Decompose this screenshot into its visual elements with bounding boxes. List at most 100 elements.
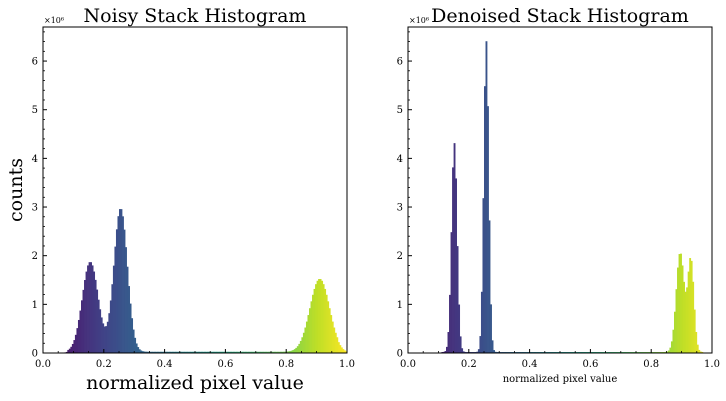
histogram-bar [210, 351, 213, 353]
histogram-bar [334, 332, 337, 353]
histogram-bar [295, 347, 298, 353]
histogram-bar [476, 351, 479, 353]
histogram-bar [160, 351, 162, 353]
histogram-bar [84, 280, 86, 353]
histogram-bar [81, 300, 83, 353]
y-tick-label: 1 [397, 300, 403, 311]
histogram-bar [167, 351, 170, 353]
histogram-bar [255, 351, 258, 353]
x-tick-label: 0.2 [96, 359, 112, 370]
noisy-histogram-panel: Noisy Stack Histogram ×10⁶ normalized pi… [5, 5, 355, 394]
x-tick-label: 1.0 [339, 359, 355, 370]
histogram-bar [672, 329, 675, 353]
histogram-bar [249, 351, 252, 353]
histogram-bar [693, 309, 696, 353]
histogram-bar [236, 351, 238, 353]
histogram-bar [226, 351, 229, 353]
histogram-bar [330, 315, 333, 353]
histogram-bar [321, 280, 324, 353]
histogram-bar [266, 351, 269, 353]
histogram-bar [692, 281, 695, 353]
histogram-bar [178, 351, 181, 353]
histogram-bar [195, 351, 197, 353]
histogram-bar [263, 351, 266, 353]
histogram-bar [204, 351, 206, 353]
histogram-bar [340, 347, 343, 353]
histogram-bar [144, 351, 147, 353]
histogram-bar [257, 351, 260, 353]
y-tick-label: 1 [32, 300, 38, 311]
histogram-bar [301, 337, 304, 353]
histogram-bar [286, 351, 289, 353]
histogram-bar [108, 313, 111, 353]
histogram-bar [223, 351, 226, 353]
histogram-bar [696, 344, 699, 353]
histogram-bar [690, 260, 693, 353]
histogram-bar [103, 326, 106, 353]
histogram-bar [129, 303, 132, 353]
histogram-bar [153, 351, 156, 353]
histogram-bar [325, 294, 328, 353]
histogram-bar [161, 351, 164, 353]
histogram-bar [71, 343, 74, 353]
histogram-bar [182, 351, 185, 353]
histogram-bar [246, 351, 249, 353]
histogram-bar [701, 351, 704, 353]
histogram-bar [666, 351, 669, 353]
histogram-bar [193, 351, 196, 353]
histogram-bar [312, 294, 314, 353]
histogram-bar [149, 351, 152, 353]
histogram-bar [699, 351, 702, 353]
denoised-plot-frame [407, 26, 713, 354]
histogram-bar [228, 351, 231, 353]
histogram-bar [494, 351, 497, 353]
histogram-bar [132, 329, 135, 353]
histogram-bar [324, 288, 327, 353]
histogram-bar [140, 350, 143, 353]
histogram-bar [322, 284, 325, 353]
histogram-bar [134, 337, 137, 353]
histogram-bar [667, 350, 670, 353]
histogram-bar [231, 351, 234, 353]
y-tick-label: 5 [32, 105, 38, 116]
histogram-bar [169, 351, 172, 353]
histogram-bar [345, 351, 348, 353]
histogram-bar [318, 279, 320, 353]
histogram-bar [447, 332, 450, 353]
histogram-bar [446, 346, 448, 353]
histogram-bar [146, 351, 149, 353]
noisy-y-ticks: 0 1 2 3 4 5 6 [32, 31, 47, 360]
x-tick-label: 0.0 [400, 359, 416, 370]
histogram-bar [137, 347, 140, 353]
histogram-bar [143, 351, 146, 353]
histogram-bar [164, 351, 167, 353]
histogram-bar [211, 351, 214, 353]
histogram-bar [485, 41, 488, 353]
histogram-bar [488, 220, 491, 353]
histogram-bar [222, 351, 225, 353]
histogram-bar [458, 304, 461, 353]
histogram-bar [490, 304, 492, 353]
histogram-bar [674, 311, 676, 353]
histogram-bar [479, 336, 482, 353]
histogram-bar [328, 308, 331, 353]
histogram-bar [155, 351, 158, 353]
histogram-bar [219, 351, 222, 353]
histogram-bar [464, 351, 467, 353]
histogram-bar [313, 288, 316, 353]
histogram-bar [675, 289, 678, 353]
histogram-bar [252, 351, 255, 353]
histogram-bar [187, 351, 190, 353]
histogram-bar [216, 351, 219, 353]
histogram-bar [100, 317, 103, 353]
histogram-bar [109, 300, 112, 353]
histogram-bar [239, 351, 241, 353]
histogram-bar [172, 351, 175, 353]
y-tick-label: 4 [32, 154, 38, 165]
histogram-bar [220, 351, 223, 353]
histogram-bar [198, 351, 200, 353]
histogram-bar [280, 351, 282, 353]
histogram-bar [122, 216, 124, 353]
noisy-y-axis-label: counts [5, 158, 27, 222]
